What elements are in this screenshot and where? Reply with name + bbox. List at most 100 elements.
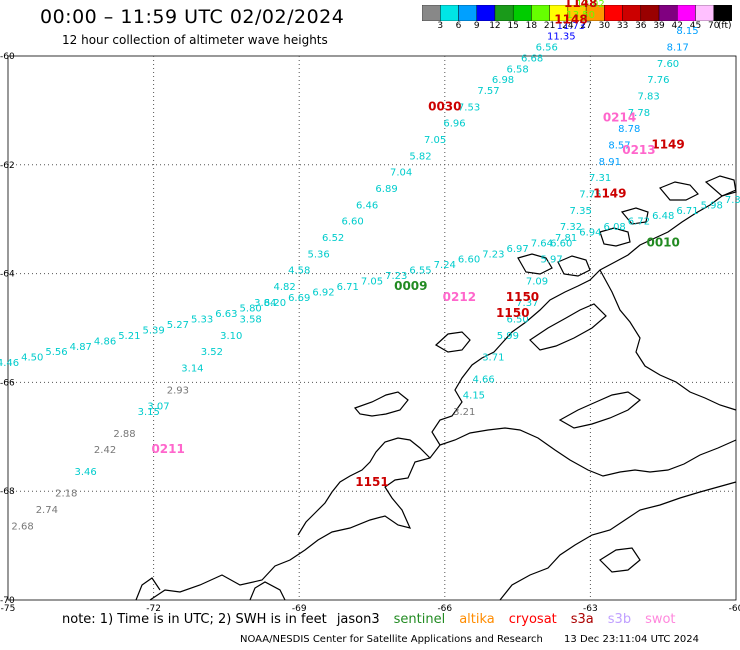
wave-height-value: 7.09 [526, 276, 548, 287]
wave-height-value: 6.55 [409, 266, 431, 277]
lat-label: -64 [0, 270, 15, 280]
wave-height-value: 6.72 [628, 217, 650, 228]
pass-time-label: 0030 [428, 99, 461, 113]
pass-time-label: 0212 [443, 290, 476, 304]
wave-height-value: 8.17 [667, 43, 689, 54]
wave-height-value: 7.57 [477, 86, 499, 97]
wave-height-value: 6.48 [652, 211, 674, 222]
wave-height-value: 8.91 [599, 157, 621, 168]
colorbar-label: 18 [525, 21, 538, 31]
lon-label: -72 [146, 604, 161, 614]
track-3-points: 4.46 4.50 5.56 4.87 4.86 5.21 5.39 5.27 5.33 6.63… [0, 195, 740, 369]
wave-height-value: 7.53 [458, 102, 480, 113]
wave-height-value: 6.60 [458, 255, 480, 266]
wave-height-value: 3.52 [201, 347, 223, 358]
satellite-legend: jason3 sentinel altika cryosat s3a s3b swot [337, 612, 690, 627]
colorbar-label: 33 [616, 21, 629, 31]
wave-height-value: 4.58 [288, 266, 310, 277]
wave-height-value: 2.88 [113, 429, 135, 440]
pass-time-label: 0214 [603, 110, 636, 124]
wave-height-value: 11.35 [547, 32, 576, 43]
wave-height-value: 13.02 [576, 0, 605, 10]
satellite-legend-item: s3a [570, 612, 594, 627]
colorbar-label: 21 [543, 21, 556, 31]
wave-height-value: 6.50 [506, 315, 528, 326]
wave-height-value: 4.86 [94, 336, 116, 347]
colorbar-label: 45 [689, 21, 702, 31]
wave-height-value: 7.60 [657, 59, 679, 70]
wave-height-value: 6.96 [443, 119, 465, 130]
wave-height-value: 6.08 [604, 222, 626, 233]
wave-height-value: 3.71 [482, 353, 504, 364]
page-subtitle: 12 hour collection of altimeter wave hei… [62, 33, 328, 47]
lon-label: -75 [1, 604, 16, 614]
pass-time-label: 1148 [554, 12, 587, 26]
wave-height-value: 3.10 [220, 331, 242, 342]
page-title: 00:00 – 11:59 UTC 02/02/2024 [40, 6, 345, 28]
wave-height-value: 6.20 [264, 298, 286, 309]
colorbar-label: 3 [437, 21, 444, 31]
satellite-legend-item: sentinel [393, 612, 446, 627]
pass-time-label: 1149 [651, 137, 684, 151]
satellite-legend-item: altika [459, 612, 495, 627]
track-2-points: 3.21 4.15 4.66 3.71 5.99 6.50 7.37 7.09 5.97 6.60… [453, 26, 699, 418]
wave-height-value: 7.32 [560, 222, 582, 233]
lon-label: -60 [729, 604, 740, 614]
wave-height-value: 7.37 [516, 298, 538, 309]
lat-label: -60 [0, 52, 15, 62]
wave-height-value: 6.71 [676, 206, 698, 217]
wave-height-value: 7.64 [531, 238, 553, 249]
wave-height-value: 5.21 [118, 331, 140, 342]
wave-height-value: 6.60 [550, 238, 572, 249]
wave-height-value: 8.15 [676, 26, 698, 37]
pass-time-label: 1151 [355, 475, 388, 489]
wave-height-value: 2.42 [94, 445, 116, 456]
wave-height-colorbar [422, 5, 732, 21]
pass-time-label: 1148 [564, 0, 597, 10]
wave-height-value: 7.23 [482, 249, 504, 260]
wave-height-value: 3.58 [240, 315, 262, 326]
pass-time-label: 0010 [646, 235, 679, 249]
wave-height-value: 6.71 [337, 282, 359, 293]
colorbar-label: 15 [507, 21, 519, 31]
pass-time-label: 0211 [151, 442, 184, 456]
wave-height-value: 4.15 [463, 391, 485, 402]
wave-height-value: 8.57 [608, 140, 630, 151]
wave-height-value: 6.46 [356, 200, 378, 211]
wave-height-value: 6.63 [215, 309, 237, 320]
wave-height-value: 11.73 [557, 21, 586, 32]
wave-height-value: 5.36 [307, 249, 329, 260]
credit-line: NOAA/NESDIS Center for Satellite Applica… [240, 634, 717, 645]
lon-label: -69 [292, 604, 307, 614]
wave-height-value: 6.89 [375, 184, 397, 195]
wave-height-value: 7.31 [589, 173, 611, 184]
wave-height-value: 4.82 [274, 282, 296, 293]
pass-time-label: 1150 [506, 290, 539, 304]
satellite-tracks: 2.682.74 2.18 3.46 2.42 2.883.153.07 2.93 3.14… [0, 0, 740, 532]
wave-height-value: 4.50 [21, 353, 43, 364]
legend: note: 1) Time is in UTC; 2) SWH is in fe… [62, 612, 696, 627]
wave-height-value: 7.76 [647, 75, 669, 86]
satellite-legend-item: s3b [607, 612, 632, 627]
satellite-legend-item: cryosat [508, 612, 557, 627]
wave-height-value: 13.50 [566, 10, 595, 21]
wave-height-value: 6.94 [579, 228, 601, 239]
wave-height-value: 5.99 [497, 331, 519, 342]
wave-height-value: 5.27 [167, 320, 189, 331]
colorbar-unit: (ft) [717, 21, 732, 31]
colorbar-label: 27 [580, 21, 592, 31]
wave-height-value: 6.98 [492, 75, 514, 86]
pass-time-label: 0009 [394, 279, 427, 293]
lat-label: -66 [0, 378, 15, 388]
wave-height-value: 2.18 [55, 489, 77, 500]
wave-height-value: 6.52 [322, 233, 344, 244]
wave-height-value: 5.80 [240, 304, 262, 315]
colorbar-label: 9 [473, 21, 480, 31]
wave-height-value: 7.78 [628, 108, 650, 119]
longitude-labels: -75 -72 -69 -66 -63 -60 [1, 604, 740, 614]
colorbar-label: 36 [635, 21, 647, 31]
wave-height-value: 7.04 [390, 168, 412, 179]
wave-height-value: 5.98 [701, 200, 723, 211]
wave-height-value: 3.07 [147, 402, 169, 413]
